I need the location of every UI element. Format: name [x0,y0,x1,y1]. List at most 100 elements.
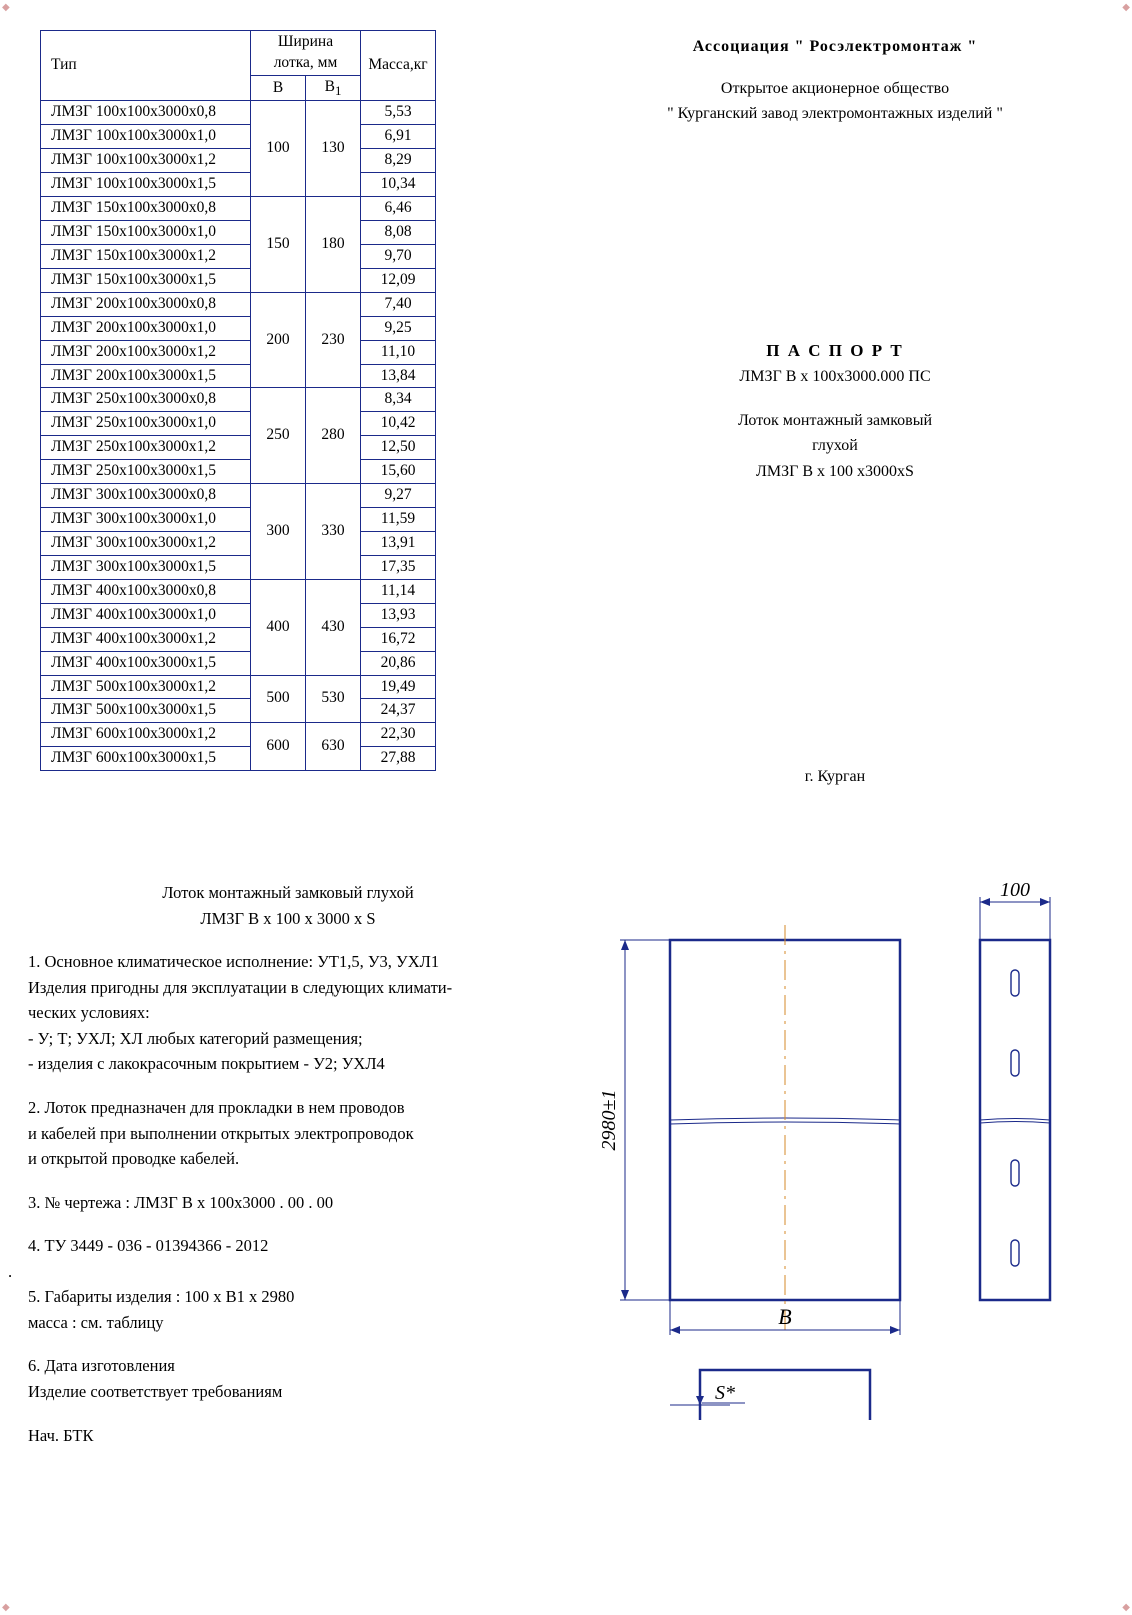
cell-mass: 7,40 [361,292,436,316]
cell-type: ЛМЗГ 250х100х3000х1,2 [41,436,251,460]
cell-mass: 10,42 [361,412,436,436]
cell-b1: 330 [306,484,361,580]
cell-type: ЛМЗГ 150х100х3000х1,0 [41,220,251,244]
body-p2b: и кабелей при выполнении открытых электр… [28,1121,548,1147]
table-row: ЛМЗГ 100х100х3000х1,0 6,91 [41,125,436,149]
table-row: ЛМЗГ 400х100х3000х0,840043011,14 [41,579,436,603]
table-row: ЛМЗГ 400х100х3000х1,520,86 [41,651,436,675]
table-row: ЛМЗГ 500х100х3000х1,5 24,37 [41,699,436,723]
cell-mass: 27,88 [361,747,436,771]
cell-mass: 8,08 [361,220,436,244]
passport-heading: П А С П О Р Т [570,337,1100,364]
table-row: ЛМЗГ 250х100х3000х1,0 10,42 [41,412,436,436]
cell-mass: 11,10 [361,340,436,364]
table-row: ЛМЗГ 200х100х3000х0,82002307,40 [41,292,436,316]
table-row: ЛМЗГ 150х100х3000х1,5 12,09 [41,268,436,292]
cell-mass: 10,34 [361,173,436,197]
corner-mark: ◆ [1122,1602,1130,1613]
body-p5b: масса : см. таблицу [28,1310,548,1336]
stray-dot: . [8,1259,548,1285]
cell-type: ЛМЗГ 400х100х3000х1,0 [41,603,251,627]
desc-line1: Лоток монтажный замковый [570,408,1100,434]
svg-text:B: B [778,1304,791,1329]
cell-b: 150 [251,197,306,293]
cell-type: ЛМЗГ 600х100х3000х1,2 [41,723,251,747]
cell-mass: 9,25 [361,316,436,340]
table-row: ЛМЗГ 250х100х3000х1,2 12,50 [41,436,436,460]
cell-mass: 17,35 [361,555,436,579]
cell-mass: 22,30 [361,723,436,747]
table-row: ЛМЗГ 150х100х3000х0,81501806,46 [41,197,436,221]
passport-code: ЛМЗГ В х 100х3000.000 ПС [570,364,1100,390]
corner-mark: ◆ [1122,2,1130,13]
table-row: ЛМЗГ 100х100х3000х1,28,29 [41,149,436,173]
cell-type: ЛМЗГ 300х100х3000х1,2 [41,531,251,555]
table-row: ЛМЗГ 300х100х3000х1,5 17,35 [41,555,436,579]
body-p4: 4. ТУ 3449 - 036 - 01394366 - 2012 [28,1233,548,1259]
cell-type: ЛМЗГ 400х100х3000х0,8 [41,579,251,603]
cell-type: ЛМЗГ 250х100х3000х0,8 [41,388,251,412]
cell-mass: 5,53 [361,101,436,125]
body-p6b: Изделие соответствует требованиям [28,1379,548,1405]
table-row: ЛМЗГ 300х100х3000х1,011,59 [41,508,436,532]
cell-type: ЛМЗГ 300х100х3000х1,5 [41,555,251,579]
table-row: ЛМЗГ 150х100х3000х1,29,70 [41,244,436,268]
table-row: ЛМЗГ 500х100х3000х1,250053019,49 [41,675,436,699]
cell-type: ЛМЗГ 150х100х3000х0,8 [41,197,251,221]
cell-type: ЛМЗГ 100х100х3000х1,0 [41,125,251,149]
cell-type: ЛМЗГ 100х100х3000х0,8 [41,101,251,125]
body-p5a: 5. Габариты изделия : 100 х В1 х 2980 [28,1284,548,1310]
cell-mass: 19,49 [361,675,436,699]
table-row: ЛМЗГ 400х100х3000х1,216,72 [41,627,436,651]
association-name: Ассоциация " Росэлектромонтаж " [570,34,1100,60]
cell-mass: 6,91 [361,125,436,149]
cell-mass: 12,09 [361,268,436,292]
cell-type: ЛМЗГ 250х100х3000х1,5 [41,460,251,484]
table-row: ЛМЗГ 300х100х3000х0,83003309,27 [41,484,436,508]
cell-mass: 15,60 [361,460,436,484]
th-type: Тип [41,31,251,101]
cell-mass: 24,37 [361,699,436,723]
cell-b1: 630 [306,723,361,771]
table-row: ЛМЗГ 200х100х3000х1,513,84 [41,364,436,388]
table-row: ЛМЗГ 150х100х3000х1,0 8,08 [41,220,436,244]
passport-body: Лоток монтажный замковый глухой ЛМЗГ В х… [28,880,548,1448]
cell-b1: 430 [306,579,361,675]
spec-table: Тип Ширина лотка, мм Масса,кг В В1 ЛМЗГ … [40,30,436,771]
cell-b: 400 [251,579,306,675]
cell-b: 200 [251,292,306,388]
body-p1: 1. Основное климатическое исполнение: УТ… [28,949,548,975]
table-row: ЛМЗГ 600х100х3000х1,527,88 [41,747,436,771]
cell-mass: 9,27 [361,484,436,508]
cell-mass: 11,59 [361,508,436,532]
table-row: ЛМЗГ 600х100х3000х1,260063022,30 [41,723,436,747]
company-line2: " Курганский завод электромонтажных изде… [570,101,1100,127]
cell-mass: 9,70 [361,244,436,268]
cell-b1: 530 [306,675,361,723]
cell-type: ЛМЗГ 200х100х3000х1,2 [41,340,251,364]
table-row: ЛМЗГ 400х100х3000х1,013,93 [41,603,436,627]
th-width-group: Ширина лотка, мм [251,31,361,76]
cell-b: 300 [251,484,306,580]
table-row: ЛМЗГ 100х100х3000х1,510,34 [41,173,436,197]
cell-b1: 280 [306,388,361,484]
company-line1: Открытое акционерное общество [570,76,1100,102]
table-row: ЛМЗГ 200х100х3000х1,2 11,10 [41,340,436,364]
cell-mass: 13,91 [361,531,436,555]
body-p2c: и открытой проводке кабелей. [28,1146,548,1172]
cell-type: ЛМЗГ 150х100х3000х1,5 [41,268,251,292]
cell-type: ЛМЗГ 200х100х3000х1,0 [41,316,251,340]
body-p3: 3. № чертежа : ЛМЗГ В х 100х3000 . 00 . … [28,1190,548,1216]
cell-type: ЛМЗГ 500х100х3000х1,5 [41,699,251,723]
cell-mass: 13,84 [361,364,436,388]
cell-type: ЛМЗГ 400х100х3000х1,5 [41,651,251,675]
cell-mass: 12,50 [361,436,436,460]
table-row: ЛМЗГ 300х100х3000х1,2 13,91 [41,531,436,555]
cell-b1: 180 [306,197,361,293]
cell-type: ЛМЗГ 300х100х3000х0,8 [41,484,251,508]
cell-type: ЛМЗГ 250х100х3000х1,0 [41,412,251,436]
body-title2: ЛМЗГ В х 100 х 3000 х S [28,906,548,932]
corner-mark: ◆ [2,2,10,13]
cell-mass: 11,14 [361,579,436,603]
body-p1b: ческих условиях: [28,1000,548,1026]
